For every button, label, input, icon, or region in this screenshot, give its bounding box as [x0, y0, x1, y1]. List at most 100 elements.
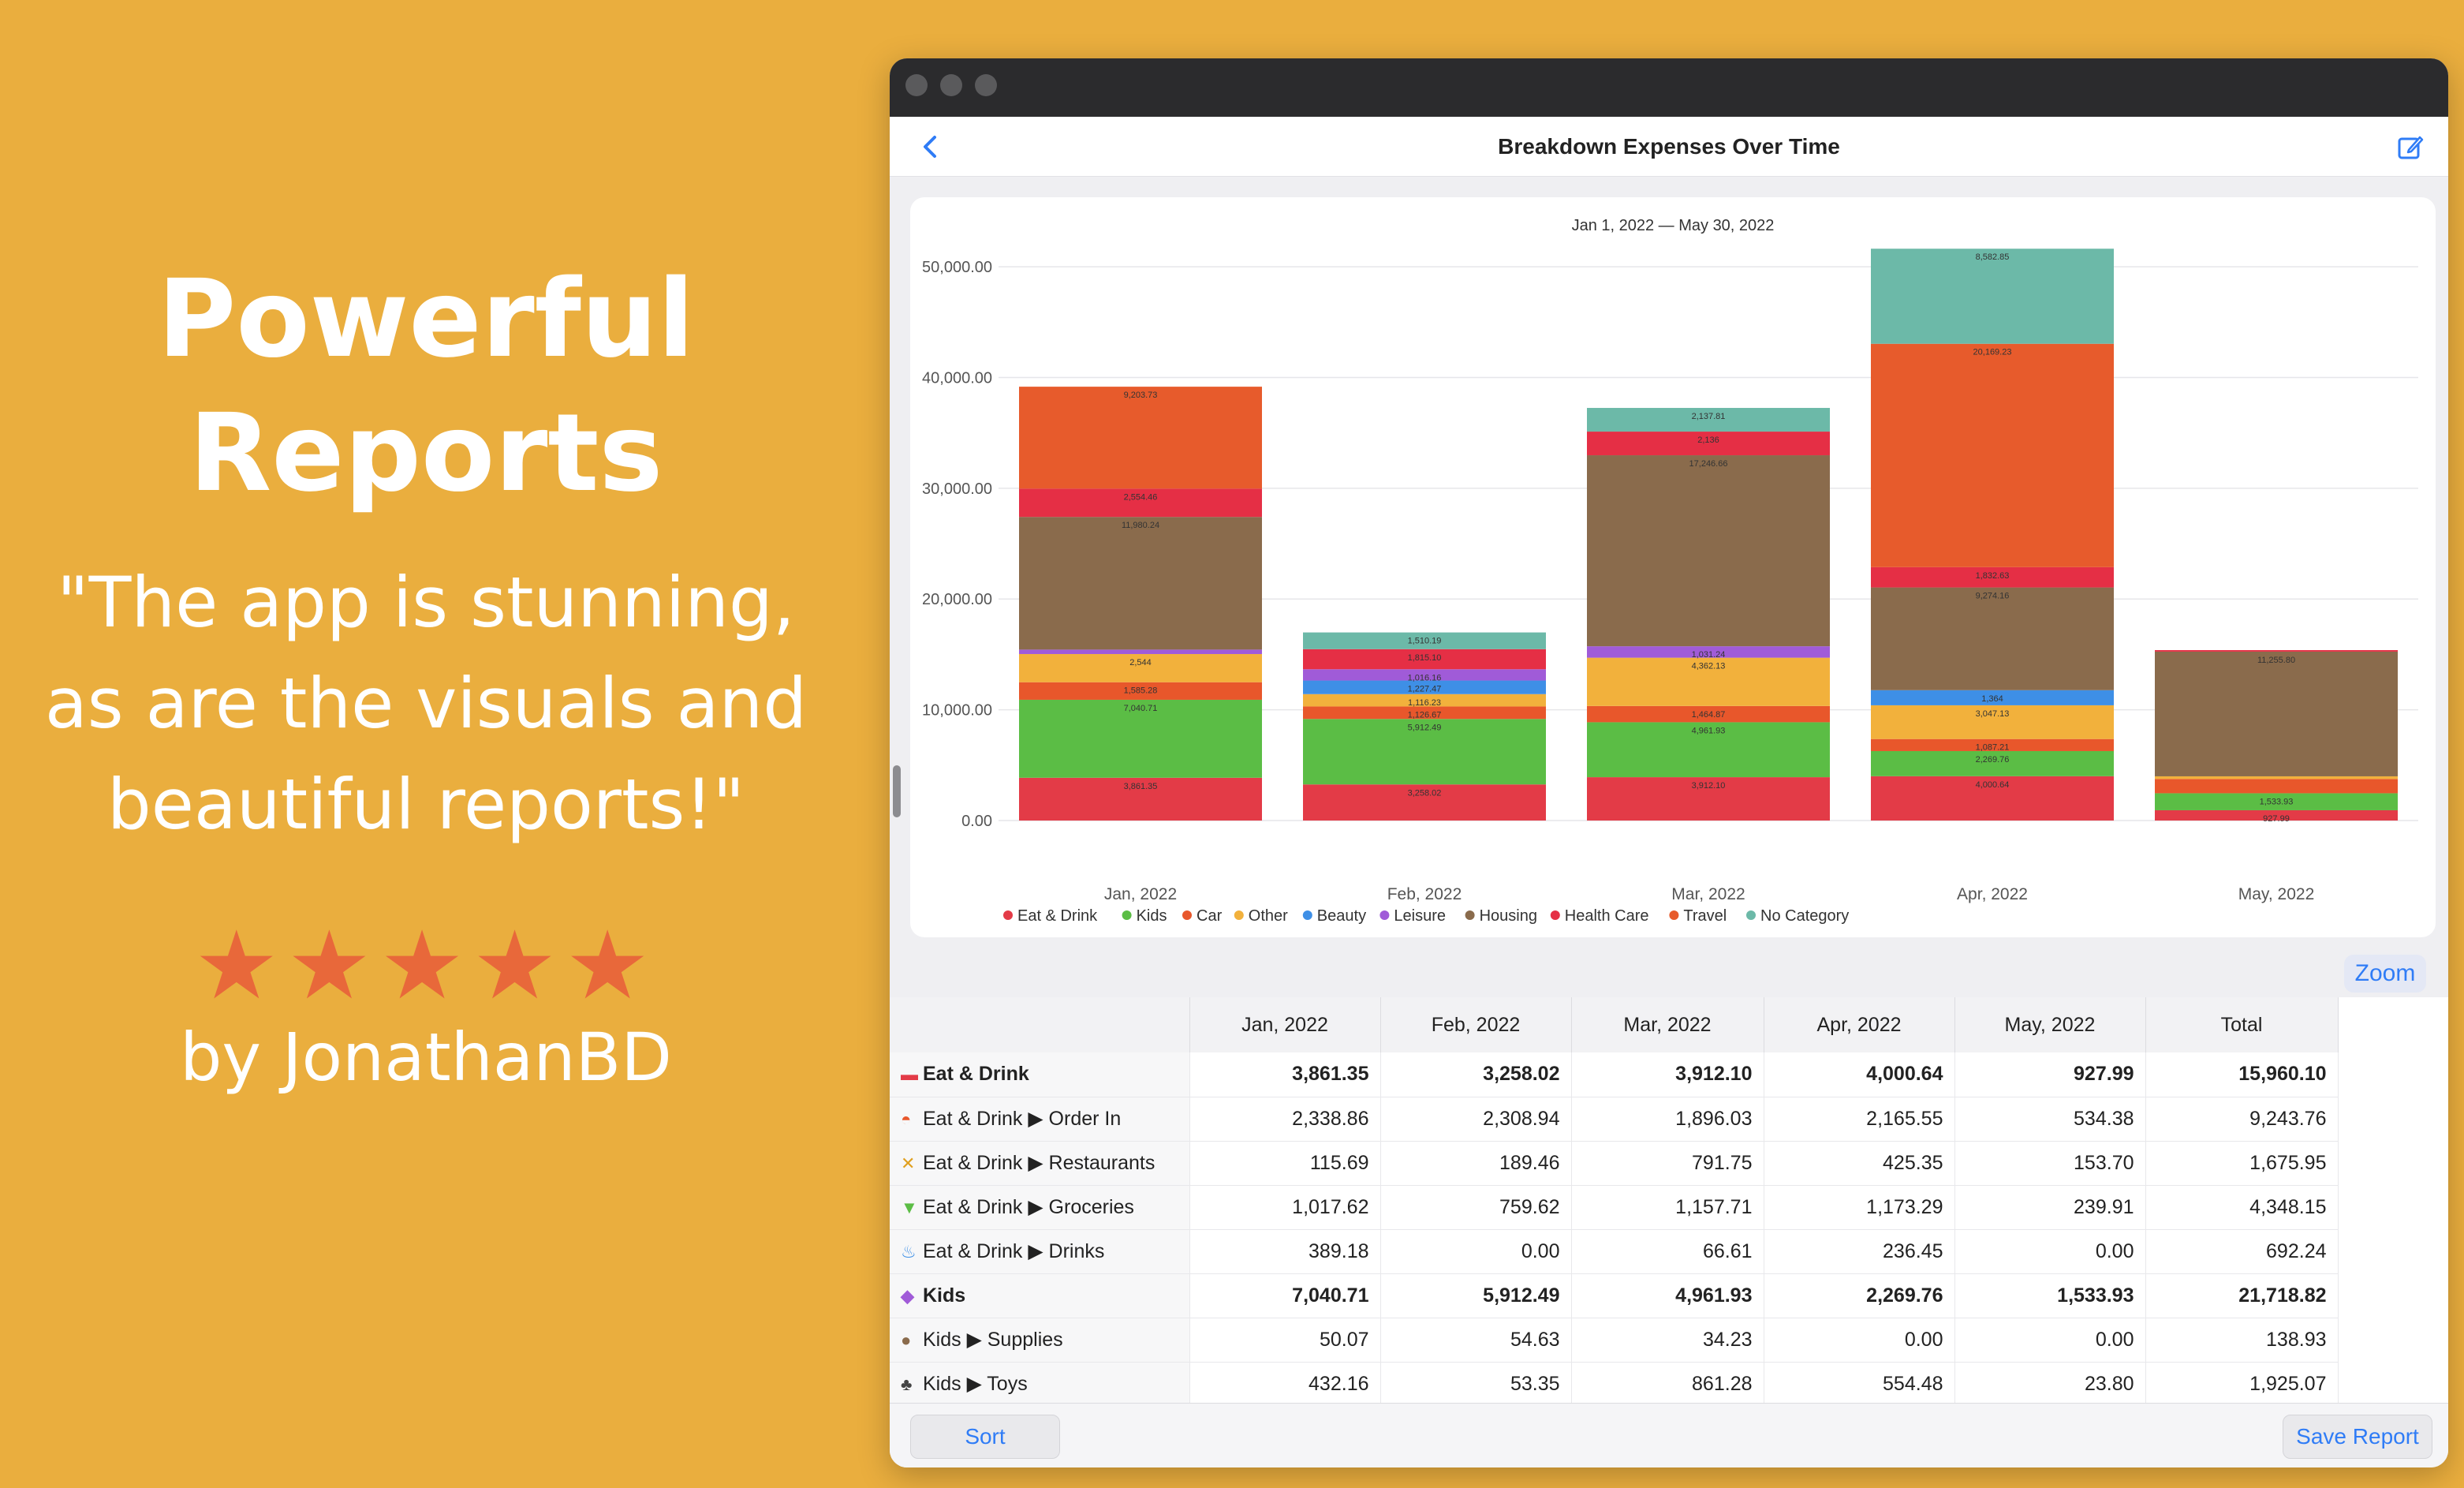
column-header: Total [2145, 997, 2339, 1052]
sort-button[interactable]: Sort [910, 1415, 1060, 1459]
value-cell: 34.23 [1571, 1318, 1764, 1363]
row-label: Kids ▶ Supplies [923, 1329, 1063, 1351]
legend-label: Leisure [1394, 907, 1446, 925]
back-button[interactable] [913, 129, 948, 164]
promo-quote: "The app is stunning, as are the visuals… [0, 552, 852, 855]
supplies-icon: ● [901, 1330, 912, 1350]
bar-segment [1019, 653, 1262, 682]
legend-swatch [1550, 910, 1560, 920]
bar-value-label: 927.99 [2263, 814, 2290, 824]
value-cell: 1,173.29 [1764, 1185, 1955, 1230]
value-cell: 23.80 [1954, 1362, 2146, 1407]
bar-segment [1587, 408, 1830, 432]
row-category: ◆ Kids [890, 1273, 1190, 1318]
legend-label: No Category [1760, 907, 1849, 925]
value-cell: 4,000.64 [1764, 1052, 1955, 1097]
value-cell: 3,861.35 [1189, 1052, 1381, 1097]
legend-label: Other [1249, 907, 1288, 925]
legend-label: Kids [1137, 907, 1167, 925]
y-tick-label: 30,000.00 [922, 480, 992, 498]
legend-label: Car [1197, 907, 1223, 925]
value-cell: 389.18 [1189, 1229, 1381, 1274]
bar-segment [2155, 776, 2398, 780]
y-tick-label: 50,000.00 [922, 259, 992, 276]
value-cell: 1,533.93 [1954, 1273, 2146, 1318]
chevron-left-icon [924, 136, 936, 158]
y-tick-label: 20,000.00 [922, 591, 992, 608]
value-cell: 927.99 [1954, 1052, 2146, 1097]
utensils-icon: ✕ [901, 1153, 916, 1173]
zoom-button[interactable]: Zoom [2344, 955, 2426, 993]
bar-segment [2155, 651, 2398, 776]
minimize-window-button[interactable] [940, 74, 962, 96]
value-cell: 1,896.03 [1571, 1097, 1764, 1142]
row-label: Eat & Drink ▶ Order In [923, 1108, 1122, 1130]
bar-segment [1303, 694, 1546, 707]
bar-segment [1587, 705, 1830, 723]
stacked-bar-chart: Jan 1, 2022 — May 30, 2022 0.00 10,000.00 2… [922, 217, 2418, 925]
table-body: ▬ Eat & Drink 3,861.35 3,258.02 3,912.10 4,00… [890, 1052, 2339, 1407]
zoom-window-button[interactable] [975, 74, 997, 96]
column-header: Jan, 2022 [1189, 997, 1381, 1052]
bar-value-label: 2,269.76 [1976, 755, 2010, 765]
bar-value-label: 1,031.24 [1692, 650, 1726, 660]
row-category: ▼ Eat & Drink ▶ Groceries [890, 1185, 1190, 1230]
bar-segment [1587, 432, 1830, 456]
value-cell: 239.91 [1954, 1185, 2146, 1230]
table-row[interactable]: ◓ Eat & Drink ▶ Order In 2,338.86 2,308.94 1… [890, 1097, 2339, 1142]
bar-value-label: 4,362.13 [1692, 662, 1726, 671]
bar-value-label: 1,116.23 [1408, 698, 1441, 708]
row-category: ♨ Eat & Drink ▶ Drinks [890, 1229, 1190, 1274]
value-cell: 7,040.71 [1189, 1273, 1381, 1318]
table-row[interactable]: ♨ Eat & Drink ▶ Drinks 389.18 0.00 66.61 236.… [890, 1229, 2339, 1274]
bar-segment [2155, 793, 2398, 810]
bar-value-label: 9,203.73 [1124, 391, 1158, 400]
row-category: ▬ Eat & Drink [890, 1052, 1190, 1097]
bar-segment [1587, 646, 1830, 658]
row-total-cell: 138.93 [2145, 1318, 2339, 1363]
toy-icon: ♣ [901, 1374, 913, 1394]
bar-value-label: 17,246.66 [1689, 459, 1728, 469]
bar-value-label: 9,274.16 [1976, 592, 2010, 601]
bar-segment [2155, 649, 2398, 652]
bar-segment [1871, 705, 2114, 739]
bar-value-label: 1,016.16 [1408, 673, 1442, 682]
table-row[interactable]: ✕ Eat & Drink ▶ Restaurants 115.69 189.46 79… [890, 1141, 2339, 1186]
page-title: Breakdown Expenses Over Time [1498, 134, 1840, 159]
bar-value-label: 3,258.02 [1408, 788, 1442, 798]
table-row[interactable]: ◆ Kids 7,040.71 5,912.49 4,961.93 2,269.76 1,5… [890, 1273, 2339, 1318]
bar-value-label: 1,364 [1981, 694, 2003, 704]
legend-label: Health Care [1565, 907, 1649, 925]
bar-segment [1587, 455, 1830, 647]
save-report-button[interactable]: Save Report [2283, 1415, 2432, 1459]
row-label: Eat & Drink ▶ Groceries [923, 1196, 1134, 1218]
window-titlebar [890, 58, 2448, 117]
value-cell: 2,308.94 [1380, 1097, 1572, 1142]
edit-report-button[interactable] [2393, 129, 2428, 164]
legend-label: Travel [1683, 907, 1727, 925]
food-icon: ▬ [901, 1064, 918, 1085]
close-window-button[interactable] [905, 74, 928, 96]
y-tick-label: 0.00 [961, 813, 992, 830]
row-label: Kids [923, 1284, 966, 1307]
value-cell: 0.00 [1954, 1229, 2146, 1274]
report-data-table: Jan, 2022 Feb, 2022 Mar, 2022 Apr, 2022 May,… [890, 997, 2339, 1407]
drink-icon: ♨ [901, 1242, 917, 1262]
table-row[interactable]: ▬ Eat & Drink 3,861.35 3,258.02 3,912.10 4,00… [890, 1052, 2339, 1097]
bar-segment [1303, 669, 1546, 681]
bar-value-label: 1,464.87 [1692, 710, 1726, 720]
bar-value-label: 3,912.10 [1692, 781, 1726, 791]
bar-segment [1871, 566, 2114, 588]
x-tick-label: May, 2022 [2238, 885, 2315, 903]
bar-value-label: 1,087.21 [1976, 743, 2010, 753]
legend-swatch [1669, 910, 1679, 920]
value-cell: 1,017.62 [1189, 1185, 1381, 1230]
value-cell: 2,165.55 [1764, 1097, 1955, 1142]
table-row[interactable]: ▼ Eat & Drink ▶ Groceries 1,017.62 759.62 1,… [890, 1185, 2339, 1230]
x-tick-label: Mar, 2022 [1671, 885, 1745, 903]
bottom-toolbar: Sort Save Report [890, 1403, 2448, 1467]
table-row[interactable]: ♣ Kids ▶ Toys 432.16 53.35 861.28 554.48 23.80… [890, 1362, 2339, 1407]
table-row[interactable]: ● Kids ▶ Supplies 50.07 54.63 34.23 0.00 0.00 1… [890, 1318, 2339, 1363]
bar-value-label: 20,169.23 [1973, 348, 2012, 357]
scroll-handle[interactable] [893, 765, 901, 817]
